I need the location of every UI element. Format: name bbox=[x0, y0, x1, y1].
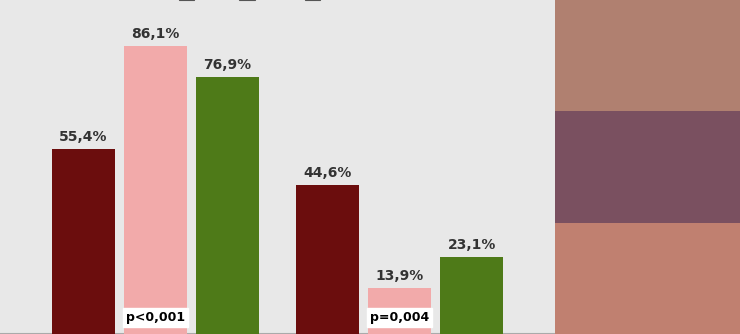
Bar bbox=[52, 149, 115, 334]
Text: p<0,001: p<0,001 bbox=[126, 311, 185, 324]
Text: 76,9%: 76,9% bbox=[204, 58, 252, 72]
Text: p=0,004: p=0,004 bbox=[370, 311, 429, 324]
Legend: AR, WR, DGER: AR, WR, DGER bbox=[172, 0, 383, 8]
Bar bbox=[368, 288, 431, 334]
Text: 44,6%: 44,6% bbox=[303, 166, 352, 180]
Text: 55,4%: 55,4% bbox=[59, 130, 107, 144]
Text: 86,1%: 86,1% bbox=[131, 27, 180, 41]
Text: 13,9%: 13,9% bbox=[375, 269, 424, 283]
Bar bbox=[124, 46, 187, 334]
Bar bbox=[440, 257, 503, 334]
Text: 23,1%: 23,1% bbox=[448, 238, 496, 252]
Bar bbox=[296, 185, 359, 334]
Bar bbox=[196, 77, 259, 334]
